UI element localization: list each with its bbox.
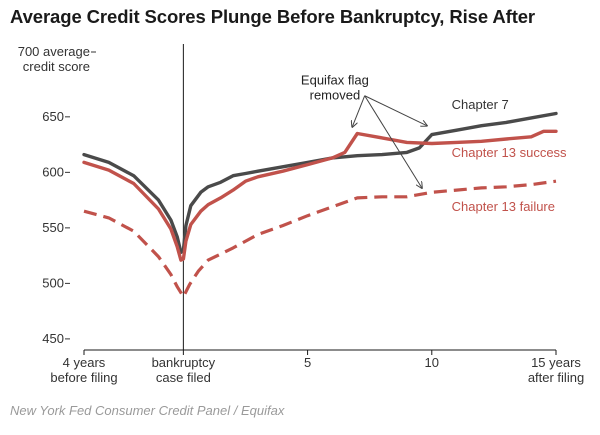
x-tick-label: 10 bbox=[425, 355, 439, 370]
source-note: New York Fed Consumer Credit Panel / Equ… bbox=[10, 403, 285, 418]
annotation-arrow bbox=[364, 95, 427, 126]
y-tick-label: 450 bbox=[42, 331, 64, 346]
y-tick-label: 600 bbox=[42, 164, 64, 179]
series-line-chapter-13-failure bbox=[83, 179, 557, 299]
x-tick-label: after filing bbox=[528, 370, 584, 385]
series-label: Chapter 13 success bbox=[452, 145, 567, 160]
x-tick-label: before filing bbox=[50, 370, 117, 385]
series-layer bbox=[82, 111, 558, 299]
y-axis-label: credit score bbox=[23, 59, 90, 74]
x-tick-label: 5 bbox=[304, 355, 311, 370]
x-tick-label: case filed bbox=[156, 370, 211, 385]
y-tick-label: 500 bbox=[42, 275, 64, 290]
labels-layer: Chapter 7 Chapter 13 success Chapter 13 fa… bbox=[301, 73, 567, 215]
annotation-arrow bbox=[364, 95, 422, 188]
series-label: Chapter 7 bbox=[452, 97, 509, 112]
x-tick-label: 15 years bbox=[531, 355, 581, 370]
y-axis-label: 700 average bbox=[18, 44, 90, 59]
annotation-label: removed bbox=[310, 88, 361, 103]
annotation-arrow bbox=[352, 95, 366, 127]
series-line-chapter-13-success bbox=[82, 129, 558, 262]
series-line-chapter-7 bbox=[82, 111, 558, 255]
y-tick-label: 550 bbox=[42, 220, 64, 235]
chart-title: Average Credit Scores Plunge Before Bank… bbox=[10, 6, 536, 27]
series-label: Chapter 13 failure bbox=[452, 199, 555, 214]
annotation-label: Equifax flag bbox=[301, 73, 369, 88]
y-tick-label: 650 bbox=[42, 109, 64, 124]
x-tick-label: bankruptcy bbox=[152, 355, 216, 370]
x-tick-label: 4 years bbox=[63, 355, 106, 370]
